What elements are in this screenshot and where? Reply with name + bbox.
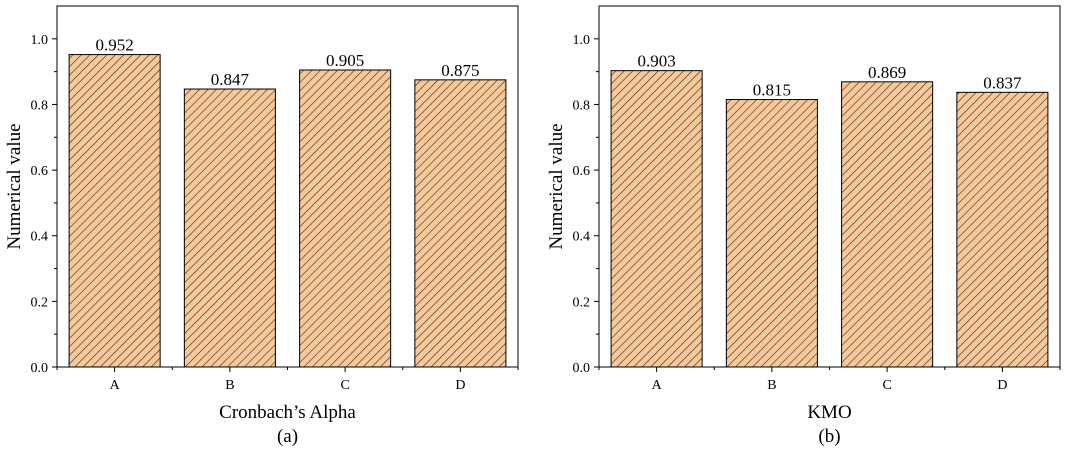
plot-frame xyxy=(598,5,1061,368)
value-labels-group: 0.903 0.815 0.869 0.837 xyxy=(638,52,1023,100)
y-axis-label: Numerical value xyxy=(4,123,25,249)
y-tick-label: 0.2 xyxy=(573,295,591,310)
y-tick-label: 0.0 xyxy=(573,361,591,376)
x-tick-label-D: D xyxy=(997,378,1007,393)
value-label-C: 0.869 xyxy=(868,63,906,82)
value-label-B: 0.815 xyxy=(753,81,791,100)
bar-A xyxy=(610,70,703,368)
y-tick-label: 0.8 xyxy=(31,98,49,113)
y-tick-label: 1.0 xyxy=(31,33,49,48)
value-label-D: 0.875 xyxy=(441,61,479,80)
bar-A xyxy=(68,54,161,368)
value-label-A: 0.952 xyxy=(96,36,134,55)
value-label-A: 0.903 xyxy=(638,52,676,71)
y-tick-label: 1.0 xyxy=(573,33,591,48)
plot-frame xyxy=(56,5,519,368)
y-tick-label: 0.6 xyxy=(31,164,49,179)
chart-caption: (a) xyxy=(277,426,298,447)
bar-D xyxy=(956,91,1049,368)
x-axis: A B C D xyxy=(598,367,1061,393)
chart-caption: (b) xyxy=(818,426,840,447)
x-tick-label-D: D xyxy=(455,378,465,393)
x-tick-label-C: C xyxy=(882,378,891,393)
x-tick-label-A: A xyxy=(652,378,663,393)
value-label-B: 0.847 xyxy=(211,70,250,89)
y-axis: 0.0 0.2 0.4 0.6 0.8 1.0 xyxy=(573,33,599,376)
value-label-C: 0.905 xyxy=(326,51,364,70)
y-tick-label: 0.4 xyxy=(31,230,49,245)
y-tick-label: 0.6 xyxy=(573,164,591,179)
x-axis: A B C D xyxy=(56,367,519,393)
x-tick-label-C: C xyxy=(340,378,349,393)
bar-C xyxy=(841,81,934,368)
bars-group xyxy=(68,54,507,368)
y-tick-label: 0.4 xyxy=(573,230,591,245)
bars-group xyxy=(610,70,1049,368)
bar-C xyxy=(299,69,392,368)
axes-box xyxy=(598,5,1061,368)
x-tick-label-B: B xyxy=(767,378,776,393)
y-axis-label: Numerical value xyxy=(546,123,567,249)
bar-D xyxy=(414,79,507,368)
y-tick-label: 0.2 xyxy=(31,295,49,310)
x-axis-label: Cronbach’s Alpha xyxy=(219,402,356,423)
value-labels-group: 0.952 0.847 0.905 0.875 xyxy=(96,36,480,89)
chart-a: 0.952 0.847 0.905 0.875 0.0 0.2 0.4 0.6 0.8 1.0 … xyxy=(4,5,519,447)
x-tick-label-B: B xyxy=(225,378,234,393)
bar-B xyxy=(183,88,276,368)
x-axis-label: KMO xyxy=(807,402,851,423)
x-tick-label-A: A xyxy=(110,378,121,393)
axes-box xyxy=(56,5,519,368)
chart-b: 0.903 0.815 0.869 0.837 0.0 0.2 0.4 0.6 0.8 1.0 … xyxy=(542,0,1084,455)
y-axis: 0.0 0.2 0.4 0.6 0.8 1.0 xyxy=(31,33,57,376)
y-tick-label: 0.0 xyxy=(31,361,49,376)
value-label-D: 0.837 xyxy=(983,73,1022,92)
bar-B xyxy=(725,99,818,368)
y-tick-label: 0.8 xyxy=(573,98,591,113)
